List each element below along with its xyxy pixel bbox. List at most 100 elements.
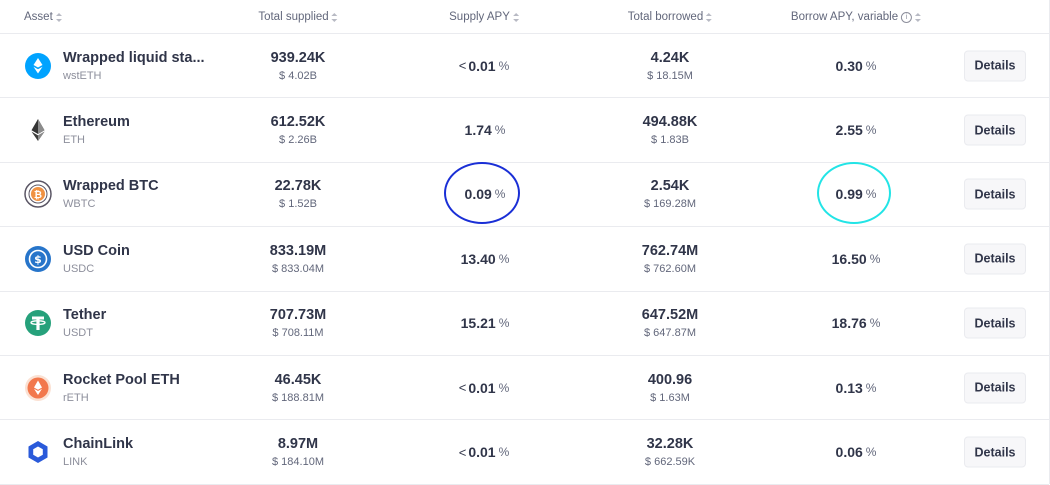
total-borrowed-value: 2.54K: [650, 178, 690, 195]
total-borrowed-value: 647.52M: [641, 307, 699, 324]
total-supplied-value: 707.73M: [269, 307, 327, 324]
total-borrowed-cell: 4.24K $ 18.15M: [647, 34, 693, 97]
table-row[interactable]: ₿ Wrapped BTC WBTC 22.78K $ 1.52B 0.09% …: [0, 163, 1049, 228]
percent-sign: %: [498, 58, 510, 73]
borrow-apy-cell: 16.50%: [832, 227, 881, 290]
total-supplied-usd: $ 188.81M: [272, 391, 324, 404]
total-supplied-cell: 46.45K $ 188.81M: [272, 356, 324, 419]
asset-cell: ₿ Wrapped BTC WBTC: [24, 163, 159, 226]
header-borrow-apy[interactable]: Borrow APY, variable i: [791, 11, 922, 23]
percent-sign: %: [869, 251, 881, 266]
borrow-apy-value: 0.13: [835, 379, 863, 396]
asset-symbol: ETH: [63, 134, 85, 147]
asset-symbol: wstETH: [63, 69, 102, 82]
total-borrowed-cell: 647.52M $ 647.87M: [642, 292, 698, 355]
total-supplied-cell: 8.97M $ 184.10M: [272, 420, 324, 483]
details-button[interactable]: Details: [964, 307, 1026, 339]
total-supplied-usd: $ 833.04M: [272, 262, 324, 275]
total-supplied-cell: 612.52K $ 2.26B: [271, 98, 326, 161]
percent-sign: %: [865, 187, 877, 202]
supply-apy-value: 0.01: [468, 379, 496, 396]
total-supplied-value: 939.24K: [270, 49, 326, 66]
less-than-sign: <: [458, 444, 467, 460]
details-button[interactable]: Details: [964, 372, 1026, 404]
percent-sign: %: [869, 316, 881, 331]
table-row[interactable]: Wrapped liquid sta... wstETH 939.24K $ 4…: [0, 34, 1049, 99]
wbtc-icon: ₿: [24, 180, 52, 209]
total-borrowed-usd: $ 18.15M: [647, 69, 693, 82]
total-supplied-usd: $ 1.52B: [279, 198, 317, 211]
supply-apy-value: 1.74: [464, 122, 492, 139]
usdc-icon: $: [24, 245, 52, 273]
header-total-borrowed[interactable]: Total borrowed: [628, 11, 713, 23]
supply-apy-cell: <0.01%: [459, 420, 510, 483]
percent-sign: %: [498, 251, 510, 266]
asset-symbol: WBTC: [63, 198, 96, 211]
asset-name: Wrapped liquid sta...: [63, 49, 205, 66]
borrow-apy-cell: 0.99%: [836, 163, 877, 226]
details-button[interactable]: Details: [964, 114, 1026, 146]
total-supplied-usd: $ 708.11M: [272, 327, 324, 340]
percent-sign: %: [498, 445, 510, 460]
svg-text:$: $: [34, 253, 42, 266]
total-supplied-usd: $ 184.10M: [272, 456, 324, 469]
total-supplied-value: 833.19M: [269, 242, 327, 259]
table-header: Asset Total supplied Supply APY Total bo…: [0, 0, 1049, 34]
total-supplied-value: 8.97M: [277, 436, 319, 453]
table-row[interactable]: Ethereum ETH 612.52K $ 2.26B 1.74% 494.8…: [0, 98, 1049, 163]
asset-cell: Ethereum ETH: [24, 98, 130, 161]
details-button[interactable]: Details: [964, 243, 1026, 275]
table-row[interactable]: ChainLink LINK 8.97M $ 184.10M <0.01% 32…: [0, 420, 1049, 485]
header-asset[interactable]: Asset: [24, 11, 62, 23]
sort-icon: [55, 12, 62, 22]
details-button[interactable]: Details: [964, 50, 1026, 82]
link-icon: [24, 438, 52, 466]
total-supplied-cell: 939.24K $ 4.02B: [271, 34, 326, 97]
details-button[interactable]: Details: [964, 436, 1026, 468]
asset-name: Rocket Pool ETH: [63, 371, 180, 388]
table-row[interactable]: Rocket Pool ETH rETH 46.45K $ 188.81M <0…: [0, 356, 1049, 421]
wsteth-icon: [24, 52, 52, 80]
supply-apy-cell: <0.01%: [459, 34, 510, 97]
borrow-apy-value: 18.76: [831, 315, 867, 332]
header-total-supplied[interactable]: Total supplied: [258, 11, 338, 23]
percent-sign: %: [865, 445, 877, 460]
asset-cell: $ USD Coin USDC: [24, 227, 130, 290]
total-supplied-value: 22.78K: [274, 178, 322, 195]
total-supplied-value: 46.45K: [274, 371, 322, 388]
asset-symbol: USDC: [63, 262, 95, 275]
total-borrowed-cell: 400.96 $ 1.63M: [648, 356, 692, 419]
total-borrowed-usd: $ 762.60M: [644, 262, 696, 275]
percent-sign: %: [498, 380, 510, 395]
eth-icon: [24, 116, 52, 144]
supply-apy-value: 0.01: [468, 444, 496, 461]
asset-name: Ethereum: [63, 114, 130, 131]
sort-icon: [512, 12, 519, 22]
supply-apy-value: 13.40: [460, 250, 496, 267]
total-supplied-cell: 707.73M $ 708.11M: [270, 292, 326, 355]
info-icon[interactable]: i: [901, 11, 913, 23]
borrow-apy-value: 16.50: [831, 250, 867, 267]
supply-apy-value: 0.09: [464, 186, 492, 203]
supply-apy-value: 15.21: [460, 315, 496, 332]
total-supplied-cell: 22.78K $ 1.52B: [275, 163, 322, 226]
sort-icon: [915, 12, 922, 22]
total-borrowed-value: 4.24K: [650, 49, 690, 66]
total-borrowed-cell: 32.28K $ 662.59K: [645, 420, 695, 483]
borrow-apy-cell: 0.13%: [836, 356, 877, 419]
percent-sign: %: [865, 380, 877, 395]
asset-name: ChainLink: [63, 436, 134, 453]
table-row[interactable]: $ USD Coin USDC 833.19M $ 833.04M 13.40%…: [0, 227, 1049, 292]
borrow-apy-value: 2.55: [835, 122, 863, 139]
asset-symbol: LINK: [63, 456, 88, 469]
header-supply-apy[interactable]: Supply APY: [449, 11, 519, 23]
less-than-sign: <: [458, 58, 467, 74]
total-borrowed-value: 400.96: [647, 371, 693, 388]
percent-sign: %: [865, 58, 877, 73]
details-button[interactable]: Details: [964, 178, 1026, 210]
asset-cell: ChainLink LINK: [24, 420, 133, 483]
table-row[interactable]: Tether USDT 707.73M $ 708.11M 15.21% 647…: [0, 292, 1049, 356]
total-supplied-cell: 833.19M $ 833.04M: [270, 227, 326, 290]
total-borrowed-usd: $ 647.87M: [644, 327, 696, 340]
